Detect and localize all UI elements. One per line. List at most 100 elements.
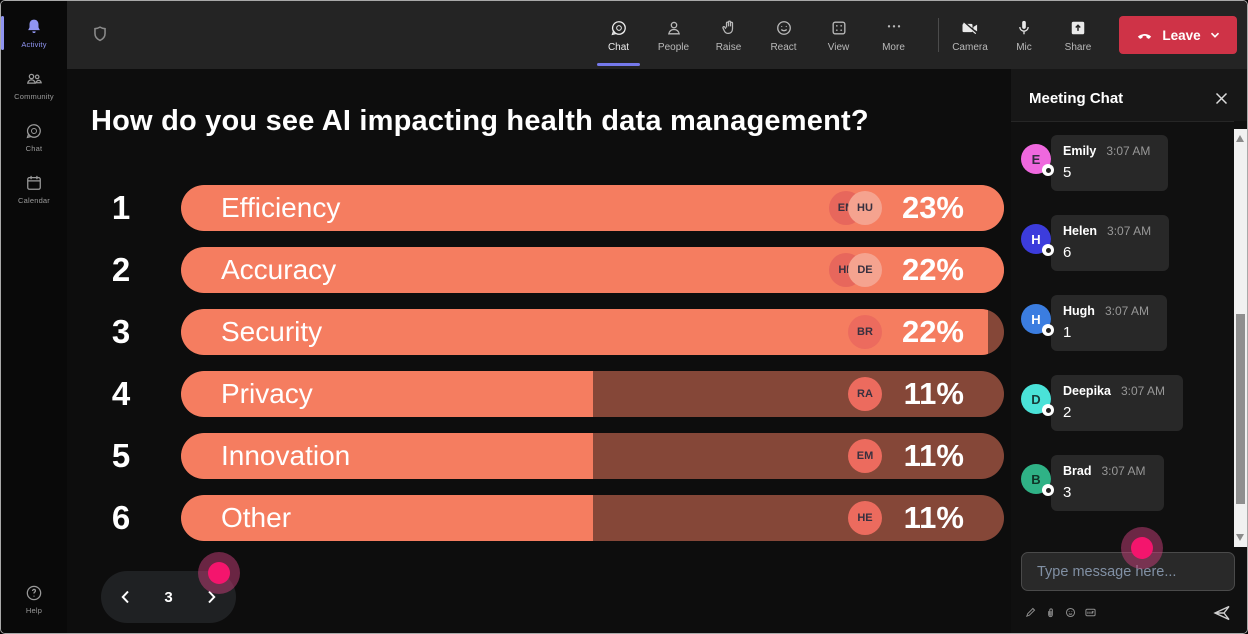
voter-avatars: EM HU	[829, 191, 882, 225]
sidebar-item-calendar[interactable]: Calendar	[1, 163, 67, 215]
voter-avatars: BR	[848, 315, 882, 349]
tab-label: View	[827, 41, 850, 53]
next-page-button[interactable]	[202, 588, 220, 606]
avatar: HU	[848, 191, 882, 225]
presence-badge	[1042, 404, 1054, 416]
option-percent: 23%	[901, 190, 964, 225]
tab-label: People	[657, 41, 690, 53]
gif-icon[interactable]	[1085, 607, 1096, 618]
react-smiley-icon	[776, 20, 791, 35]
voter-avatars: HE DE	[829, 253, 882, 287]
prev-page-button[interactable]	[117, 588, 135, 606]
attach-icon[interactable]	[1045, 607, 1056, 618]
sidebar-item-label: Calendar	[17, 196, 51, 205]
control-label: Mic	[1016, 41, 1032, 53]
option-rank: 3	[111, 313, 131, 350]
scrollbar-thumb[interactable]	[1236, 314, 1245, 504]
scroll-down-arrow[interactable]	[1236, 534, 1244, 541]
help-icon	[26, 585, 42, 601]
chat-message-list: E Emily 3:07 AM 5 H Helen 3:07 AM 6 H Hugh…	[1011, 121, 1234, 540]
sidebar-item-activity[interactable]: Activity	[1, 7, 67, 59]
toolbar-divider	[938, 18, 939, 52]
option-label: Other	[221, 502, 292, 533]
bell-icon	[28, 19, 40, 33]
chat-message: H Hugh 3:07 AM 1	[1021, 295, 1230, 351]
toolbar-tabs: Chat People Raise React View More	[591, 1, 921, 69]
message-bubble: Emily 3:07 AM 5	[1051, 135, 1169, 191]
send-icon[interactable]	[1212, 603, 1232, 623]
option-rank: 5	[111, 437, 131, 474]
sender-name: Emily	[1063, 144, 1097, 158]
option-percent: 22%	[901, 314, 964, 349]
share-button[interactable]: Share	[1051, 18, 1105, 53]
avatar: DE	[848, 253, 882, 287]
option-percent: 11%	[903, 376, 964, 411]
tab-react[interactable]: React	[756, 1, 811, 69]
sidebar-item-community[interactable]: Community	[1, 59, 67, 111]
chevron-down-icon	[1210, 32, 1219, 38]
poll-option-row: 1 Efficiency EM HU 23%	[91, 185, 1004, 231]
tab-raise[interactable]: Raise	[701, 1, 756, 69]
meeting-chat-panel: Meeting Chat E Emily 3:07 AM 5 H Helen 3:0…	[1011, 69, 1247, 633]
option-percent: 11%	[903, 500, 964, 535]
scroll-up-arrow[interactable]	[1236, 135, 1244, 142]
app-rail: Activity Community Chat Calendar Help	[1, 1, 67, 633]
poll-stage: How do you see AI impacting health data …	[67, 69, 1013, 633]
message-input[interactable]	[1035, 562, 1221, 581]
mic-button[interactable]: Mic	[997, 18, 1051, 53]
chat-message: E Emily 3:07 AM 5	[1021, 135, 1230, 191]
option-label: Efficiency	[221, 192, 341, 223]
result-bar-fill	[181, 495, 593, 541]
message-bubble: Hugh 3:07 AM 1	[1051, 295, 1167, 351]
current-page: 3	[164, 588, 173, 606]
sender-name: Brad	[1063, 464, 1092, 478]
option-percent: 22%	[901, 252, 964, 287]
close-icon[interactable]	[1214, 91, 1229, 106]
avatar: H	[1021, 304, 1054, 336]
leave-label: Leave	[1162, 27, 1201, 43]
option-label: Security	[221, 316, 323, 347]
tab-chat[interactable]: Chat	[591, 1, 646, 69]
tab-label: Chat	[607, 41, 630, 53]
chat-header: Meeting Chat	[1011, 69, 1247, 121]
chat-message: B Brad 3:07 AM 3	[1021, 455, 1230, 511]
control-label: Camera	[952, 41, 988, 53]
result-bar-fill	[181, 433, 593, 479]
result-bar: Other HE 11%	[181, 495, 1004, 541]
avatar: EM	[848, 439, 882, 473]
sidebar-item-help[interactable]: Help	[1, 573, 67, 625]
presence-badge	[1042, 164, 1054, 176]
sender-name: Hugh	[1063, 304, 1095, 318]
device-controls: Camera Mic Share Leave	[934, 1, 1247, 69]
chat-scrollbar[interactable]	[1234, 129, 1247, 547]
emoji-icon[interactable]	[1065, 607, 1076, 618]
option-rank: 1	[111, 189, 131, 226]
message-time: 3:07 AM	[1107, 224, 1152, 238]
result-bar: Innovation EM 11%	[181, 433, 1004, 479]
option-rank: 4	[111, 375, 131, 412]
tab-people[interactable]: People	[646, 1, 701, 69]
option-rank: 2	[111, 251, 131, 288]
leave-button[interactable]: Leave	[1119, 16, 1237, 54]
sidebar-item-label: Activity	[21, 40, 47, 49]
compose-toolbar	[1025, 607, 1096, 618]
avatar: E	[1021, 144, 1054, 176]
message-text: 1	[1063, 324, 1072, 341]
tab-more[interactable]: More	[866, 1, 921, 69]
tab-label: Raise	[715, 41, 742, 53]
avatar: H	[1021, 224, 1054, 256]
sender-name: Helen	[1063, 224, 1098, 238]
sidebar-item-chat[interactable]: Chat	[1, 111, 67, 163]
message-time: 3:07 AM	[1104, 304, 1149, 318]
message-text: 5	[1063, 164, 1072, 181]
format-icon[interactable]	[1025, 607, 1036, 618]
shield-icon	[94, 26, 106, 42]
message-time: 3:07 AM	[1120, 384, 1165, 398]
poll-option-row: 2 Accuracy HE DE 22%	[91, 247, 1004, 293]
message-time: 3:07 AM	[1106, 144, 1151, 158]
control-label: Share	[1064, 41, 1092, 53]
tab-view[interactable]: View	[811, 1, 866, 69]
poll-option-row: 5 Innovation EM 11%	[91, 433, 1004, 479]
camera-button[interactable]: Camera	[943, 18, 997, 53]
chat-title: Meeting Chat	[1029, 89, 1124, 107]
